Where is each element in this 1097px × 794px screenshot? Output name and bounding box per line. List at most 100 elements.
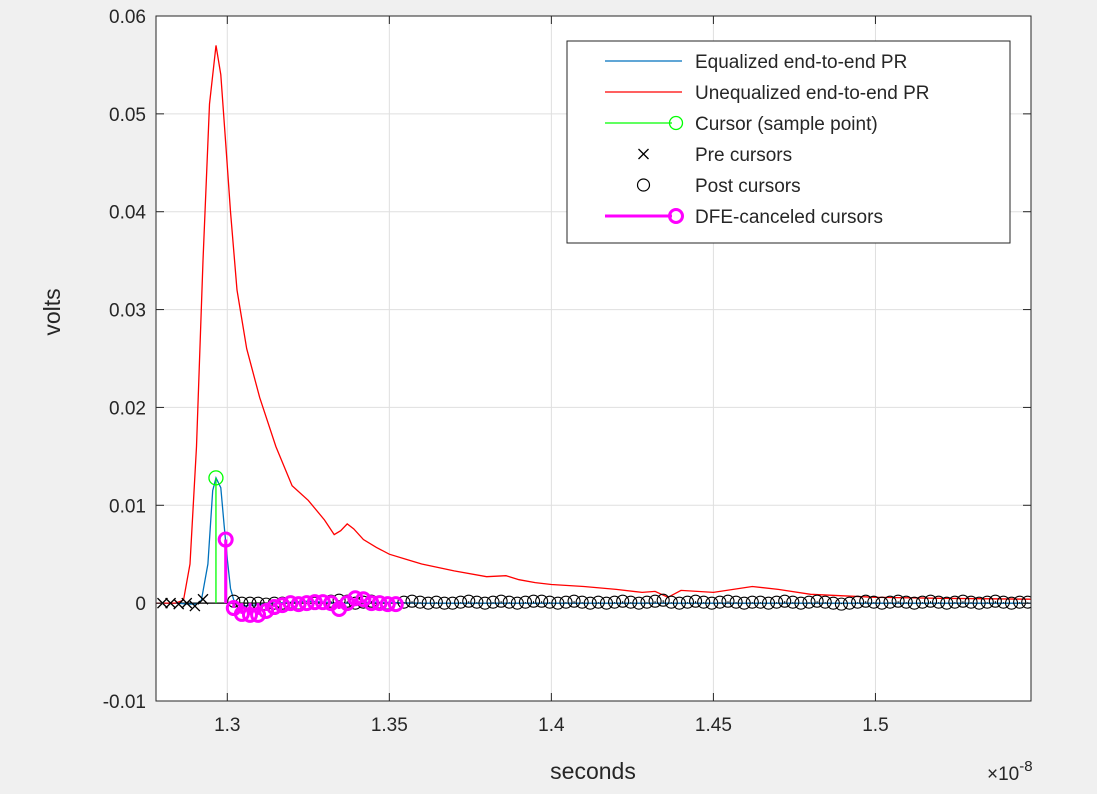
- y-tick-label: 0.06: [109, 7, 146, 28]
- y-axis-label: volts: [39, 288, 65, 335]
- post-cursor-point: [518, 595, 532, 609]
- y-tick-label: 0.02: [109, 398, 146, 419]
- y-tick-label: 0.04: [109, 203, 146, 224]
- post-cursor-point: [826, 596, 840, 610]
- dfe-cursor-point: [355, 591, 372, 608]
- post-cursor-point: [996, 595, 1011, 609]
- post-cursor-point: [1005, 596, 1019, 610]
- post-cursor-point: [737, 596, 751, 610]
- post-cursor-point: [599, 596, 614, 610]
- dfe-cursor-point: [290, 596, 307, 613]
- post-cursor-point: [697, 595, 711, 609]
- y-tick-label: 0.03: [109, 301, 146, 322]
- post-cursor-point: [413, 595, 427, 609]
- post-cursor-point: [818, 595, 832, 609]
- post-cursor-point: [899, 595, 913, 609]
- post-cursor-point: [745, 595, 759, 609]
- post-cursor-point: [940, 596, 954, 610]
- post-cursor-point: [502, 595, 516, 609]
- post-cursor-point: [583, 596, 597, 610]
- post-cursor-point: [786, 595, 800, 609]
- post-cursor-point: [956, 594, 970, 608]
- post-cursor-point: [883, 595, 897, 609]
- post-cursor-point: [761, 596, 776, 610]
- legend-swatch-marker: [668, 208, 684, 224]
- dfe-cursor-point: [363, 595, 380, 612]
- unequalized-pr-line: [156, 45, 1031, 604]
- dfe-cursor-point: [387, 596, 404, 613]
- dfe-cursor-point: [314, 594, 331, 611]
- post-cursor-point: [851, 595, 865, 609]
- post-cursor-point: [462, 594, 476, 608]
- post-cursor-point: [648, 594, 662, 608]
- post-cursor-point: [405, 594, 419, 608]
- x-tick-label: 1.35: [371, 715, 408, 736]
- dfe-cursor-point: [282, 595, 299, 612]
- legend: Equalized end-to-end PR Unequalized end-t…: [566, 40, 1011, 244]
- post-cursor-point: [705, 596, 719, 610]
- post-cursor-point: [810, 594, 824, 608]
- post-cursor-point: [753, 595, 767, 609]
- legend-entry-label: Unequalized end-to-end PR: [695, 83, 930, 104]
- y-tick-label: 0.01: [109, 496, 146, 517]
- legend-swatch-marker: [638, 148, 649, 160]
- post-cursor-point: [454, 595, 468, 609]
- post-cursor-point: [721, 594, 735, 608]
- tick-layer: 1.3 1.35 1.4 1.45 1.5 -0.01 0 0.01 0.02 0.03 0.04 0…: [103, 7, 1031, 736]
- y-tick-label: -0.01: [103, 692, 146, 713]
- post-cursor-point: [470, 595, 484, 609]
- post-cursor-point: [842, 596, 857, 610]
- post-cursor-point: [664, 595, 678, 609]
- post-cursor-point: [608, 595, 622, 609]
- post-cursor-point: [624, 595, 638, 609]
- post-cursor-point: [891, 594, 905, 608]
- post-cursor-point: [778, 594, 792, 608]
- legend-entry-label: DFE-canceled cursors: [695, 207, 883, 228]
- post-cursor-point: [616, 594, 630, 608]
- plot-frame: [155, 15, 1032, 702]
- post-cursor-point: [559, 595, 573, 609]
- dfe-cursor-point: [217, 531, 234, 548]
- legend-entry-label: Cursor (sample point): [695, 114, 878, 135]
- post-cursor-point: [713, 595, 727, 609]
- dfe-cursor-point: [258, 602, 275, 619]
- x-exponent-prefix: ×10: [987, 764, 1019, 785]
- series-layer: [156, 45, 1031, 623]
- dfe-cursor-point: [266, 599, 283, 616]
- post-cursor-point: [486, 595, 500, 609]
- post-cursor-point: [1013, 595, 1027, 609]
- post-cursor-point: [980, 595, 994, 609]
- post-cursor-point: [672, 596, 686, 610]
- post-cursor-point: [494, 594, 508, 608]
- post-cursor-point: [567, 594, 581, 608]
- dfe-cursor-point: [274, 597, 291, 614]
- legend-entry-label: Equalized end-to-end PR: [695, 52, 907, 73]
- post-cursor-point: [689, 594, 703, 608]
- post-cursor-point: [964, 595, 978, 609]
- post-cursor-point: [680, 595, 695, 609]
- post-cursor-point: [770, 595, 784, 609]
- series-group: [156, 45, 1031, 623]
- legend-swatch-marker: [636, 178, 651, 192]
- post-cursor-point: [575, 595, 589, 609]
- post-cursor-point: [397, 595, 411, 609]
- dfe-cursor-point: [298, 595, 315, 612]
- post-cursor-point: [437, 596, 451, 610]
- x-tick-label: 1.4: [538, 715, 565, 736]
- y-tick-label: 0.05: [109, 105, 146, 126]
- post-cursor-point: [510, 596, 524, 610]
- post-cursor-point: [551, 596, 565, 610]
- post-cursor-point: [543, 595, 557, 609]
- post-cursor-point: [591, 595, 605, 609]
- post-cursor-point: [632, 596, 646, 610]
- dfe-cursor-point: [233, 605, 250, 622]
- post-cursor-point: [972, 596, 986, 610]
- post-cursor-point: [948, 595, 962, 609]
- post-cursor-point: [932, 595, 946, 609]
- post-cursor-point: [988, 594, 1002, 608]
- post-cursor-point: [867, 595, 881, 609]
- dfe-cursor-point: [250, 606, 267, 623]
- post-cursor-point: [729, 595, 743, 609]
- dfe-cursor-point: [347, 590, 364, 607]
